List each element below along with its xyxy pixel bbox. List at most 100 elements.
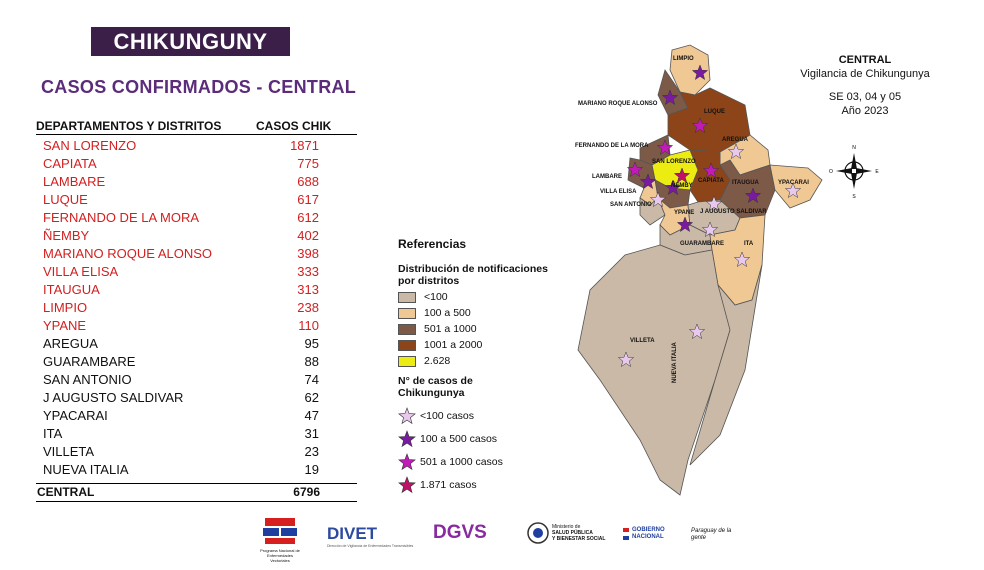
legend-class-label: 1001 a 2000 [424, 339, 483, 351]
case-count: 74 [304, 372, 319, 387]
divet-text: DIVET [327, 524, 378, 543]
district-name: ITA [43, 426, 63, 441]
table-row: AREGUA 95 [36, 335, 357, 353]
case-count: 238 [297, 300, 319, 315]
case-count: 88 [304, 354, 319, 369]
case-count: 23 [304, 444, 319, 459]
table-row: LUQUE 617 [36, 191, 357, 209]
legend-stars: <100 casos 100 a 500 casos 501 a 1000 caso… [398, 404, 548, 496]
subtitle: CASOS CONFIRMADOS - CENTRAL [41, 77, 357, 97]
district-name: LIMPIO [43, 300, 88, 315]
star-lambare [626, 161, 644, 178]
table-row: ÑEMBY 402 [36, 227, 357, 245]
divet-caption: Dirección de Vigilancia de Enfermedades … [327, 544, 414, 548]
logo-programa-vectoriales: Programa Nacional de Enfermedades Vector… [260, 516, 300, 563]
star-capiata [702, 162, 720, 179]
star-san-antonio [649, 191, 667, 208]
legend-title: Referencias [398, 237, 467, 251]
map-label-luque: LUQUE [704, 109, 725, 115]
title-banner: CHIKUNGUNY [91, 27, 290, 56]
legend-class-item: 501 a 1000 [398, 321, 548, 337]
map-label-villa-elisa: VILLA ELISA [600, 189, 637, 195]
legend-distribution-line2: por distritos [398, 275, 460, 287]
total-value: 6796 [293, 485, 320, 499]
star-villeta [617, 351, 635, 368]
legend-class-label: 501 a 1000 [424, 323, 477, 335]
msp-line3: Y BIENESTAR SOCIAL [552, 536, 606, 542]
legend-swatch [398, 291, 416, 303]
legend-cases-title: N° de casos de Chikungunya [398, 375, 548, 399]
table-row: MARIANO ROQUE ALONSO 398 [36, 245, 357, 263]
district-name: VILLETA [43, 444, 95, 459]
star-luque [691, 117, 709, 134]
table-header: DEPARTAMENTOS Y DISTRITOS CASOS CHIK [36, 119, 357, 135]
district-name: MARIANO ROQUE ALONSO [43, 246, 213, 261]
map-period: SE 03, 04 y 05 Año 2023 [770, 90, 960, 118]
district-name: FERNANDO DE LA MORA [43, 210, 200, 225]
map-label-itaugua: ITAUGUA [732, 180, 759, 186]
district-name: YPANE [43, 318, 87, 333]
star-villa-elisa [639, 173, 657, 190]
map-label-nueva-italia: NUEVA ITALIA [672, 342, 678, 383]
msp-text: Ministerio de SALUD PÚBLICA Y BIENESTAR … [552, 524, 605, 542]
star-aregua [727, 143, 745, 160]
legend-classes: <100 100 a 500 501 a 1000 1001 a 2000 2.628 [398, 289, 548, 369]
table-row: ITAUGUA 313 [36, 281, 357, 299]
district-name: AREGUA [43, 336, 98, 351]
table-row: YPACARAI 47 [36, 407, 357, 425]
legend-star-label: <100 casos [420, 409, 474, 422]
legend-class-label: 2.628 [424, 355, 451, 367]
map-title-line2: Vigilancia de Chikungunya [800, 68, 930, 80]
region-nueva-italia [689, 264, 763, 466]
case-count: 95 [304, 336, 319, 351]
map-label-ypane: YPANE [674, 210, 695, 216]
district-name: GUARAMBARE [43, 354, 136, 369]
legend-swatch [398, 323, 416, 335]
map-label-aregua: AREGUA [722, 137, 749, 143]
star-icon [398, 475, 416, 493]
legend-class-label: 100 a 500 [424, 307, 471, 319]
seal-icon [527, 522, 549, 544]
table-row: ITA 31 [36, 425, 357, 443]
logo-slogan: Paraguay de la gente [691, 528, 732, 541]
compass-rose-icon: N S E O [829, 145, 879, 200]
star-icon [398, 429, 416, 447]
compass-w: O [829, 169, 833, 175]
case-count: 398 [297, 246, 319, 261]
legend-star-label: 100 a 500 casos [420, 432, 498, 445]
map-label-nemby: ÑEMBY [671, 183, 693, 189]
star-san-lorenzo [673, 167, 691, 184]
legend-class-item: 100 a 500 [398, 305, 548, 321]
case-count: 19 [304, 462, 319, 477]
table-row: SAN ANTONIO 74 [36, 371, 357, 389]
logo-dgvs: DGVS [433, 522, 511, 544]
legend-swatch [398, 307, 416, 319]
case-count: 617 [297, 192, 319, 207]
star-ypane [676, 216, 694, 233]
case-count: 402 [297, 228, 319, 243]
legend-class-label: <100 [424, 291, 448, 303]
map-label-san-lorenzo: SAN LORENZO [652, 159, 696, 165]
gobierno-line1: GOBIERNO [632, 527, 665, 533]
column-header-cases: CASOS CHIK [256, 119, 332, 133]
map-label-lambare: LAMBARE [592, 174, 622, 180]
logo-gobierno: GOBIERNO NACIONAL [623, 527, 681, 541]
case-count: 31 [304, 426, 319, 441]
district-name: SAN ANTONIO [43, 372, 132, 387]
total-label: CENTRAL [37, 485, 95, 499]
star-itaugua [744, 187, 762, 204]
legend-class-item: 2.628 [398, 353, 548, 369]
star-nemby [664, 179, 682, 196]
logo1-caption: Programa Nacional de Enfermedades Vector… [260, 548, 300, 563]
district-name: LUQUE [43, 192, 88, 207]
map-legend: Referencias Distribución de notificacion… [398, 237, 548, 496]
msp-line2: SALUD PÚBLICA [552, 530, 593, 536]
gobierno-line2: NACIONAL [632, 534, 664, 540]
map-stars [617, 64, 802, 368]
table-row: CAPIATA 775 [36, 155, 357, 173]
district-name: LAMBARE [43, 174, 106, 189]
legend-star-item: 501 a 1000 casos [398, 450, 548, 473]
dgvs-text: DGVS [433, 522, 487, 543]
map-title: CENTRAL Vigilancia de Chikungunya [770, 53, 960, 81]
star-guarambare [701, 221, 719, 238]
